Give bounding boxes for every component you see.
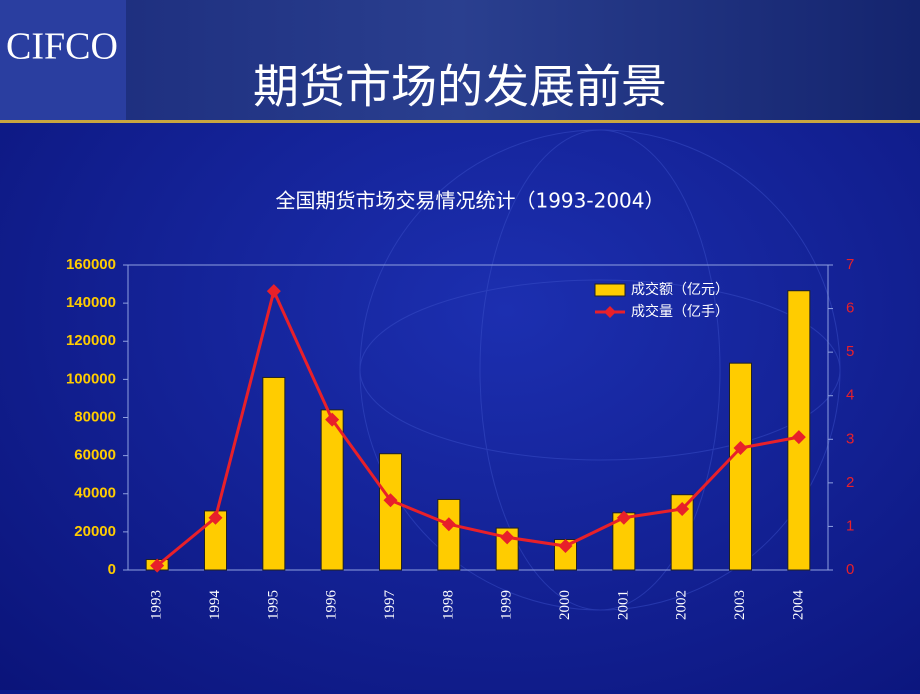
y-tick-label: 100000	[66, 370, 116, 387]
x-tick-label: 1997	[382, 590, 398, 621]
logo-box	[0, 0, 126, 120]
y2-tick-label: 6	[846, 300, 854, 317]
y-tick-label: 160000	[66, 256, 116, 273]
legend-label: 成交量（亿手）	[631, 303, 729, 320]
y-tick-label: 80000	[74, 408, 116, 425]
globe	[359, 129, 841, 611]
legend-marker	[604, 306, 616, 318]
y-tick-label: 60000	[74, 447, 116, 464]
x-tick-label: 1996	[324, 590, 340, 621]
marker	[500, 530, 515, 545]
y-tick-label: 0	[108, 561, 116, 578]
y2-tick-label: 7	[846, 256, 854, 273]
logo: CIFCO	[6, 26, 118, 68]
marker	[266, 284, 281, 299]
header-rule	[0, 120, 920, 123]
x-tick-label: 1993	[149, 590, 165, 620]
chart-title: 全国期货市场交易情况统计（1993-2004）	[275, 189, 664, 213]
bar	[670, 494, 694, 571]
x-tick-label: 2002	[674, 590, 690, 620]
y2-tick-label: 4	[846, 387, 854, 404]
line	[156, 286, 800, 567]
y2-tick-label: 5	[846, 343, 854, 360]
y-tick-label: 40000	[74, 485, 116, 502]
marker	[791, 430, 806, 445]
y2-tick-label: 0	[846, 561, 854, 578]
x-tick-label: 2000	[557, 590, 573, 620]
x-tick-label: 1998	[440, 590, 456, 620]
marker	[733, 441, 748, 455]
legend-swatch	[594, 283, 626, 297]
marker	[325, 412, 340, 427]
y-tick-label: 120000	[66, 332, 116, 349]
y-tick-label: 20000	[74, 523, 116, 540]
bar	[437, 498, 461, 571]
marker	[208, 510, 223, 525]
x-tick-label: 2004	[790, 590, 806, 621]
marker	[383, 493, 398, 508]
bar	[729, 362, 752, 571]
x-tick-label: 1995	[265, 590, 281, 620]
x-tick-label: 1999	[499, 590, 515, 620]
x-tick-label: 2001	[615, 590, 631, 620]
marker	[558, 539, 573, 554]
bar	[379, 453, 402, 571]
marker	[441, 517, 456, 532]
y2-tick-label: 3	[846, 430, 854, 447]
x-tick-label: 1994	[207, 590, 223, 621]
y2-tick-label: 1	[846, 517, 854, 534]
slide-title: 期货市场的发展前景	[253, 60, 667, 114]
marker	[675, 502, 690, 516]
bar	[320, 409, 344, 571]
legend-label: 成交额（亿元）	[631, 281, 729, 298]
header-band	[0, 0, 920, 120]
y2-tick-label: 2	[846, 474, 854, 491]
marker	[616, 510, 631, 525]
bar	[262, 376, 286, 571]
y-tick-label: 140000	[66, 294, 116, 311]
x-tick-label: 2003	[732, 590, 748, 620]
marker	[150, 558, 165, 573]
